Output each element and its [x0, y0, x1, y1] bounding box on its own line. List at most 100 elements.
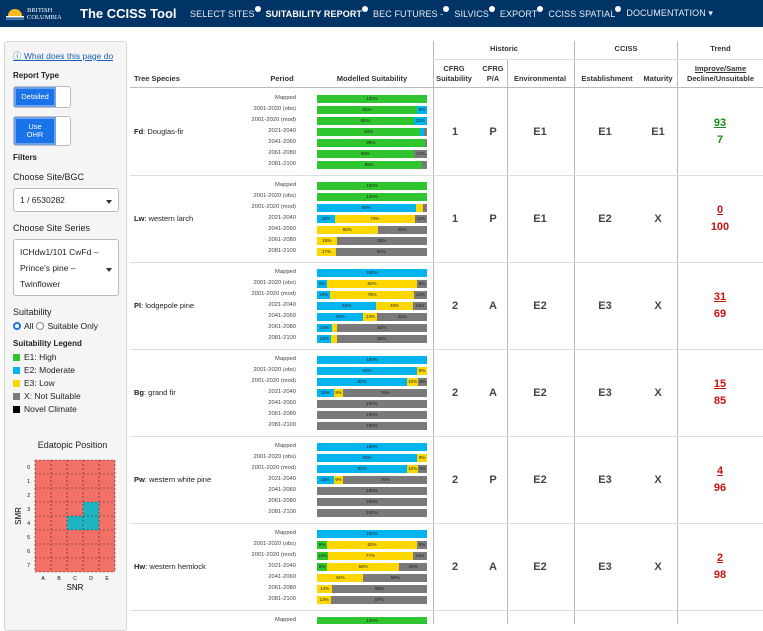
logo-line1: BRITISH — [27, 6, 53, 14]
nav-item[interactable]: SUITABILITY REPORT — [266, 5, 369, 19]
site-select[interactable]: 1 / 6530282 — [13, 188, 119, 212]
suitability-bar[interactable]: 88% 12% — [317, 150, 427, 158]
bar-segment-x: 100% — [317, 400, 427, 408]
period-label: 2021-2040 — [268, 215, 296, 221]
suitability-bar[interactable]: 12% 76% 12% — [317, 291, 427, 299]
suitability-bar[interactable]: 9% 66% 25% — [317, 563, 427, 571]
edatopic-grid[interactable]: 0 1 2 3 4 5 6 7 A B C D E SMR SNR — [13, 452, 121, 597]
suitability-bar[interactable]: 82% 10% 8% — [317, 465, 427, 473]
suitability-bar[interactable]: 100% — [317, 400, 427, 408]
site-series-select[interactable]: ICHdw1/101 CwFd – Prince's pine – Twinfl… — [13, 239, 119, 296]
info-dot-icon[interactable] — [362, 5, 369, 12]
nav-item[interactable]: CCISS SPATIAL — [548, 5, 622, 19]
suitability-bar[interactable]: 91% 9% — [317, 106, 427, 114]
info-dot-icon[interactable] — [254, 5, 261, 12]
trend-improve-link[interactable]: 4 — [698, 465, 742, 477]
bar-segment-e3: 17% — [317, 248, 336, 256]
bc-logo[interactable]: BRITISH COLUMBIA — [0, 0, 62, 27]
suitability-bar[interactable]: 100% — [317, 498, 427, 506]
species-name: Lw: western larch — [134, 214, 194, 223]
suitability-bar[interactable]: 95% — [317, 161, 427, 169]
suitability-bar[interactable]: 55% 45% — [317, 226, 427, 234]
suitability-bar[interactable]: 13% 82% — [317, 335, 427, 343]
suitability-bar[interactable]: 100% — [317, 487, 427, 495]
nav-item[interactable]: BEC FUTURES - — [373, 5, 450, 19]
species-name: Fd: Douglas-fir — [134, 127, 184, 136]
suitability-bar[interactable]: 94% — [317, 128, 427, 136]
bar-segment-e1: 9% — [317, 563, 327, 571]
suitability-bar[interactable]: 100% — [317, 95, 427, 103]
suitability-bar[interactable]: 15% 9% 76% — [317, 389, 427, 397]
suitability-bar[interactable]: 100% — [317, 193, 427, 201]
suitability-bar[interactable]: 91% 9% — [317, 454, 427, 462]
bar-segment-e3: 66% — [326, 563, 400, 571]
bar-segment-e2: 100% — [317, 443, 427, 451]
nav-item-label: SELECT SITES — [190, 8, 255, 19]
info-dot-icon[interactable] — [443, 5, 450, 12]
bar-segment-e2: 90% — [317, 204, 416, 212]
main-nav: SELECT SITES SUITABILITY REPORT BEC FUTURE… — [190, 5, 724, 19]
suitability-bar[interactable]: 18% 82% — [317, 237, 427, 245]
suitability-bar[interactable]: 14% 82% — [317, 324, 427, 332]
period-label: 2001-2020 (obs) — [253, 280, 296, 286]
trend-improve-link[interactable]: 2 — [698, 552, 742, 564]
suitability-bar[interactable]: 100% — [317, 617, 427, 624]
suitability-bar[interactable]: 13% 87% — [317, 596, 427, 604]
trend-improve-link[interactable]: 93 — [698, 117, 742, 129]
suitability-bar[interactable]: 9% 82% 9% — [317, 280, 427, 288]
suitability-bar[interactable]: 100% — [317, 443, 427, 451]
smr-tick: 0 — [27, 465, 30, 471]
species-name: Hw: western hemlock — [134, 562, 206, 571]
logo-line2: COLUMBIA — [27, 13, 62, 21]
suitability-bar[interactable]: 100% — [317, 269, 427, 277]
trend-decline-value: 85 — [713, 395, 727, 407]
bar-segment-e3: 9% — [417, 454, 427, 462]
radio-all[interactable] — [13, 322, 21, 330]
help-link[interactable]: ⓘ What does this page do — [13, 50, 118, 62]
bar-segment-x — [423, 128, 427, 136]
radio-all-label: All — [24, 321, 34, 331]
suitability-bar[interactable]: 98% — [317, 139, 427, 147]
suitability-bar[interactable]: 16% 73% 11% — [317, 215, 427, 223]
info-dot-icon[interactable] — [615, 5, 622, 12]
suitability-bar[interactable]: 88% 12% — [317, 117, 427, 125]
trend-improve-link[interactable]: 0 — [698, 204, 742, 216]
suitability-bar[interactable]: 42% 58% — [317, 574, 427, 582]
bar-segment-e3: 55% — [317, 226, 378, 234]
suitability-bar[interactable]: 100% — [317, 530, 427, 538]
period-label: 2021-2040 — [268, 563, 296, 569]
suitability-bar[interactable]: 90% — [317, 204, 427, 212]
suitability-bar[interactable]: 54% 33% 12% — [317, 302, 427, 310]
ohr-toggle[interactable]: Use OHR — [13, 116, 71, 146]
suitability-bar[interactable]: 14% 86% — [317, 585, 427, 593]
suitability-bar[interactable]: 82% 10% 8% — [317, 378, 427, 386]
nav-item[interactable]: DOCUMENTATION ▾ — [626, 8, 713, 19]
info-dot-icon[interactable] — [537, 5, 544, 12]
suitability-bar[interactable]: 100% — [317, 422, 427, 430]
bar-segment-e3: 42% — [317, 574, 364, 582]
detailed-toggle[interactable]: Detailed — [13, 86, 71, 108]
period-label: 2061-2080 — [268, 237, 296, 243]
suitability-bar[interactable]: 100% — [317, 356, 427, 364]
suitability-bar[interactable]: 10% 77% 13% — [317, 552, 427, 560]
species-common-name: western white pine — [149, 475, 212, 484]
trend-improve-link[interactable]: 15 — [698, 378, 742, 390]
period-label: 2021-2040 — [268, 476, 296, 482]
nav-item[interactable]: SELECT SITES — [190, 5, 261, 19]
suitability-bar[interactable]: 42% 13% 45% — [317, 313, 427, 321]
suitability-bar[interactable]: 9% 82% 9% — [317, 541, 427, 549]
trend-decline-value: 96 — [713, 482, 727, 494]
suitability-bar[interactable]: 15% 9% 76% — [317, 476, 427, 484]
nav-item[interactable]: EXPORT — [500, 5, 544, 19]
suitability-bar[interactable]: 91% 9% — [317, 367, 427, 375]
maturity-value: X — [654, 474, 662, 486]
radio-suitable-only[interactable] — [36, 322, 45, 330]
suitability-bar[interactable]: 100% — [317, 411, 427, 419]
nav-item[interactable]: SILVICS — [454, 5, 495, 19]
suitability-bar[interactable]: 17% 83% — [317, 248, 427, 256]
bar-segment-e3: 9% — [333, 389, 344, 397]
info-dot-icon[interactable] — [488, 5, 495, 12]
trend-improve-link[interactable]: 31 — [698, 291, 742, 303]
suitability-bar[interactable]: 100% — [317, 182, 427, 190]
suitability-bar[interactable]: 100% — [317, 509, 427, 517]
